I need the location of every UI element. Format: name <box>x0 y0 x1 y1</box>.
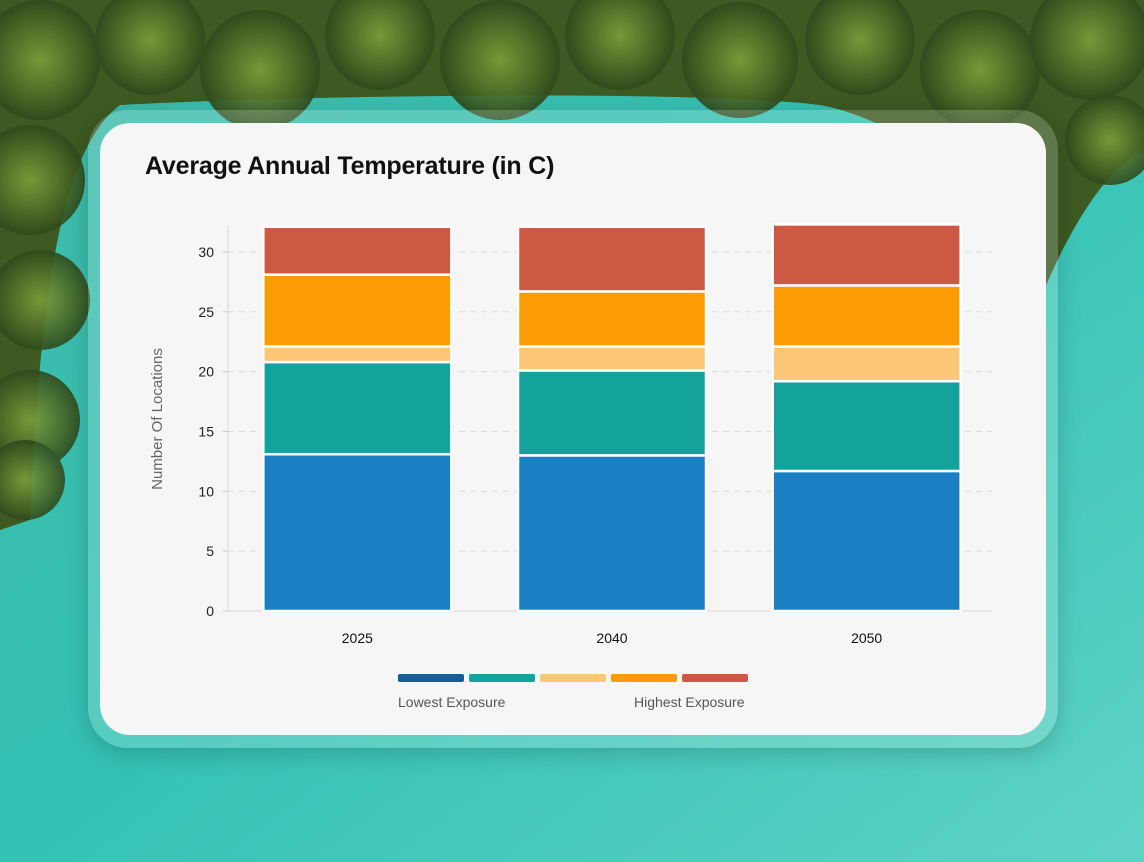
legend-swatch-level-5[interactable] <box>682 674 748 682</box>
legend-low-label: Lowest Exposure <box>398 694 506 710</box>
bar-segment-2050-level-3[interactable] <box>771 345 962 383</box>
bar-segment-2050-level-1[interactable] <box>771 469 962 613</box>
y-tick-label: 5 <box>206 543 214 559</box>
bar-segment-2025-level-2[interactable] <box>262 360 453 456</box>
x-tick-label: 2050 <box>851 630 882 646</box>
bar-segment-2040-level-1[interactable] <box>516 454 708 613</box>
chart-title: Average Annual Temperature (in C) <box>145 152 555 180</box>
legend-swatch-level-2[interactable] <box>469 674 535 682</box>
bar-segment-2040-level-5[interactable] <box>516 225 708 293</box>
bar-segment-2025-level-5[interactable] <box>262 225 453 276</box>
y-tick-label: 10 <box>198 483 214 499</box>
y-axis-label: Number Of Locations <box>149 348 166 490</box>
bar-segment-2025-level-1[interactable] <box>262 452 453 613</box>
y-tick-label: 25 <box>198 304 214 320</box>
bar-segment-2050-level-5[interactable] <box>771 223 962 287</box>
legend-high-label: Highest Exposure <box>634 694 745 710</box>
x-tick-label: 2025 <box>342 630 373 646</box>
bar-segment-2025-level-3[interactable] <box>262 345 453 364</box>
bar-segment-2040-level-3[interactable] <box>516 345 708 372</box>
legend-swatch-level-4[interactable] <box>611 674 677 682</box>
y-tick-label: 20 <box>198 364 214 380</box>
bar-segment-2040-level-2[interactable] <box>516 369 708 457</box>
x-tick-label: 2040 <box>596 630 627 646</box>
y-tick-label: 0 <box>206 603 214 619</box>
bar-segment-2025-level-4[interactable] <box>262 273 453 348</box>
y-tick-label: 15 <box>198 423 214 439</box>
bar-segment-2040-level-4[interactable] <box>516 290 708 348</box>
legend-swatch-level-1[interactable] <box>398 674 464 682</box>
y-tick-label: 30 <box>198 244 214 260</box>
bar-segment-2050-level-2[interactable] <box>771 379 962 473</box>
legend-swatch-level-3[interactable] <box>540 674 606 682</box>
bar-segment-2050-level-4[interactable] <box>771 284 962 348</box>
